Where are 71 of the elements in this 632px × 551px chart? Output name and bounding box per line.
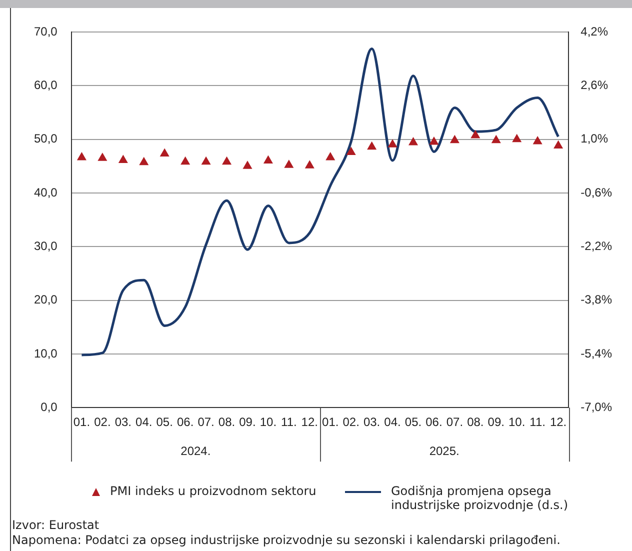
y-tick-label: 0,0 [40,400,58,414]
point [450,135,460,144]
point [118,155,128,163]
point [471,130,480,138]
y2-tick-label: 1,0% [580,132,608,146]
text: Izvor: Eurostat [12,518,100,533]
x-tick-label: 02. [342,415,360,430]
y2-tick-label: -3,8% [580,292,612,307]
y2-tick-label: -2,2% [580,238,612,253]
y2-tick-label: 2,6% [580,78,608,92]
y2-tick-label: -0,6% [580,185,612,200]
x-tick-label: 01. [322,415,339,430]
point [408,138,418,146]
text: Napomena: Podatci za opseg industrijske proizvodnje su sezonski i kalendarski prilagođeni. [12,533,560,548]
point [98,153,107,161]
x-tick-label: 08. [467,415,484,430]
point [326,152,335,160]
x-tick-label: 06. [176,415,194,430]
x-tick-label: 03. [363,415,380,430]
point [305,160,314,168]
y-tick-label: 40,0 [34,185,58,200]
x-tick-label: 08. [218,415,236,430]
point [264,156,273,164]
x-tick-label: 10. [508,415,526,430]
x-tick-label: 07. [198,415,214,430]
legend-label: PMI indeks u proizvodnom sektoru [110,484,316,498]
y-tick-label: 50,0 [34,132,58,146]
text: 2024. [180,444,211,458]
point [388,140,397,148]
point [202,156,210,165]
x-tick-label: 07. [446,415,464,430]
y-tick-label: 70,0 [34,24,58,38]
point [222,156,232,165]
point [160,148,169,157]
x-tick-label: 06. [426,415,442,430]
line-series [80,48,560,356]
x-tick-label: 12. [550,415,567,430]
x-tick-label: 05. [156,415,173,430]
y2-tick-label: -7,0% [580,400,612,414]
y-tick-label: 20,0 [34,292,58,307]
point [492,135,501,144]
text: 2025. [429,444,460,458]
x-tick-label: 01. [73,415,90,430]
point [533,136,542,144]
x-tick-label: 05. [404,415,422,430]
point [346,147,356,155]
x-tick-label: 02. [94,415,111,430]
x-tick-label: 09. [239,415,256,430]
point [367,142,376,150]
point [243,161,252,169]
legend-label: Godišnja promjena opsega industrijske proizvodnje (d.s.) [391,484,570,512]
point [77,152,86,160]
point [512,134,522,142]
x-tick-label: 09. [488,415,504,430]
x-tick-label: 04. [136,415,152,430]
point [430,136,438,145]
y2-tick-label: 4,2% [580,24,608,38]
y2-tick-label: -5,4% [580,346,612,360]
x-tick-label: 10. [260,415,277,430]
y-tick-label: 10,0 [34,346,58,360]
x-tick-label: 12. [301,415,318,430]
point [180,156,190,165]
point [554,140,563,149]
x-tick-label: 11. [530,415,546,430]
x-tick-label: 03. [114,415,132,430]
y-tick-label: 60,0 [34,78,58,92]
point [284,160,294,168]
x-tick-label: 04. [384,415,401,430]
point [139,157,148,166]
y-tick-label: 30,0 [34,238,58,253]
x-tick-label: 11. [281,415,297,430]
